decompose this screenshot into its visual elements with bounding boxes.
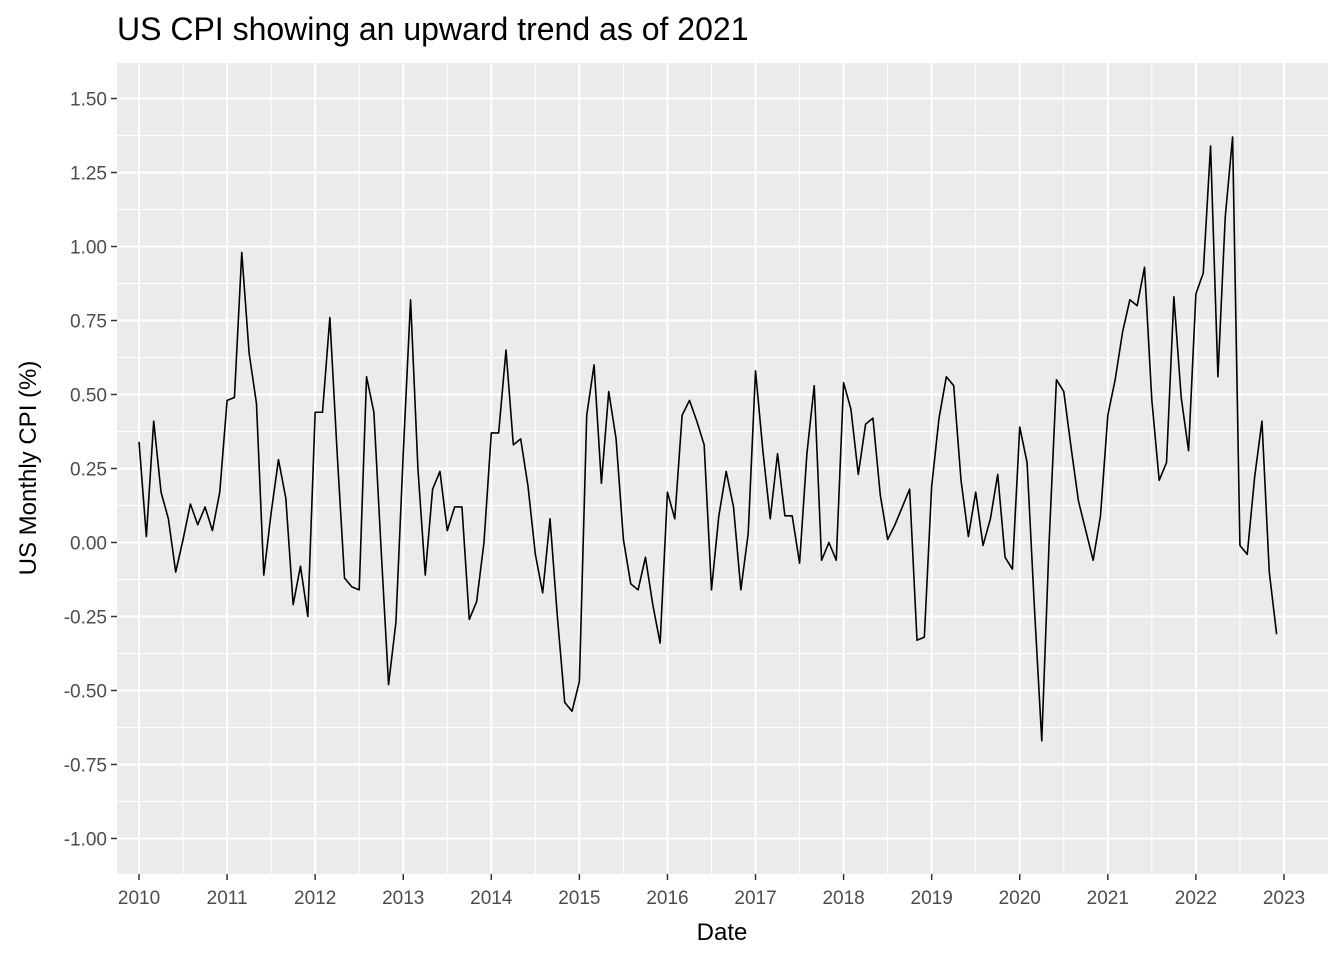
x-tick-label: 2022 — [1175, 888, 1217, 909]
y-tick-label: -0.50 — [64, 681, 107, 702]
y-tick-label: 1.50 — [70, 90, 107, 111]
x-tick-label: 2010 — [118, 888, 160, 909]
x-tick-label: 2016 — [646, 888, 688, 909]
x-tick-label: 2023 — [1263, 888, 1305, 909]
x-tick-label: 2019 — [911, 888, 953, 909]
y-tick-label: 0.00 — [70, 533, 107, 554]
y-axis-title: US Monthly CPI (%) — [15, 361, 42, 576]
x-tick-label: 2021 — [1087, 888, 1129, 909]
x-tick-label: 2018 — [822, 888, 864, 909]
y-tick-label: -0.75 — [64, 755, 107, 776]
chart-title: US CPI showing an upward trend as of 202… — [117, 11, 748, 47]
x-tick-label: 2012 — [294, 888, 336, 909]
x-axis: 2010 2011 2012 2013 2014 2015 2016 2017 2018 2019… — [118, 874, 1305, 909]
y-tick-label: -1.00 — [64, 829, 107, 850]
y-tick-label: 1.25 — [70, 164, 107, 185]
x-tick-label: 2017 — [734, 888, 776, 909]
y-tick-label: 0.75 — [70, 312, 107, 333]
y-tick-label: -0.25 — [64, 607, 107, 628]
y-axis: 1.50 1.25 1.00 0.75 0.50 0.25 0.00 -0.25 -0.50 -0… — [64, 90, 117, 850]
major-gridlines — [117, 63, 1328, 874]
x-tick-label: 2011 — [207, 888, 248, 909]
x-tick-label: 2013 — [382, 888, 424, 909]
y-tick-label: 0.25 — [70, 460, 107, 481]
x-tick-label: 2014 — [470, 888, 513, 909]
y-tick-label: 1.00 — [70, 238, 107, 259]
x-axis-title: Date — [697, 919, 748, 946]
x-tick-label: 2020 — [999, 888, 1041, 909]
cpi-series-line — [138, 136, 1278, 742]
x-tick-label: 2015 — [558, 888, 600, 909]
y-tick-label: 0.50 — [70, 386, 107, 407]
